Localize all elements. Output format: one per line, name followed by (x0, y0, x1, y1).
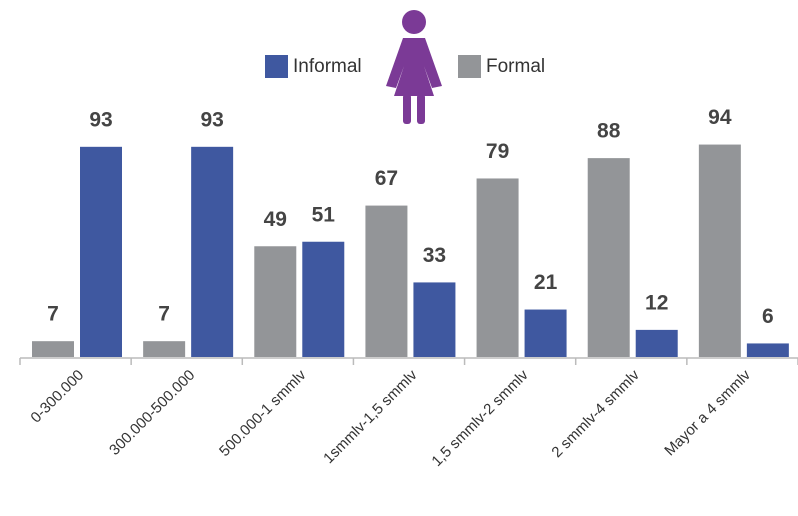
woman-icon (386, 10, 442, 124)
data-label: 21 (534, 271, 558, 294)
data-label: 67 (375, 167, 398, 190)
x-tick-label: 1smmlv-1,5 smmlv (320, 366, 421, 467)
data-label: 51 (312, 203, 336, 226)
bar (32, 341, 74, 357)
bar (524, 309, 567, 357)
bar (191, 146, 234, 357)
bar (746, 343, 789, 357)
x-tick-label: 300.000-500.000 (106, 367, 198, 459)
data-label: 94 (708, 106, 732, 129)
bar (476, 178, 519, 357)
legend-swatch (458, 55, 481, 78)
data-label: 49 (264, 208, 287, 231)
x-tick-label: 2 smmlv-4 smmlv (548, 366, 643, 461)
x-tick-label: 0-300.000 (27, 367, 87, 427)
data-label: 7 (158, 303, 170, 326)
data-label: 79 (486, 140, 509, 163)
bar (413, 282, 456, 357)
bar (302, 241, 345, 357)
bar (80, 146, 122, 357)
bar (635, 329, 678, 357)
data-label: 6 (762, 305, 774, 328)
x-tick-label: 1,5 smmlv-2 smmlv (428, 366, 532, 470)
bar (587, 158, 630, 357)
data-label: 93 (200, 108, 223, 131)
data-label: 7 (47, 303, 59, 326)
data-label: 12 (645, 291, 668, 314)
bar (365, 205, 408, 357)
bar (143, 341, 186, 357)
bar (254, 246, 297, 357)
x-tick-label: 500.000-1 smmlv (216, 366, 310, 460)
data-label: 88 (597, 120, 621, 143)
data-label: 33 (423, 244, 446, 267)
legend-label: Informal (293, 56, 362, 77)
legend-swatch (265, 55, 288, 78)
data-label: 93 (89, 108, 112, 131)
legend-label: Formal (486, 56, 545, 77)
bar (698, 144, 741, 357)
x-tick-label: Mayor a 4 smmlv (661, 366, 754, 459)
